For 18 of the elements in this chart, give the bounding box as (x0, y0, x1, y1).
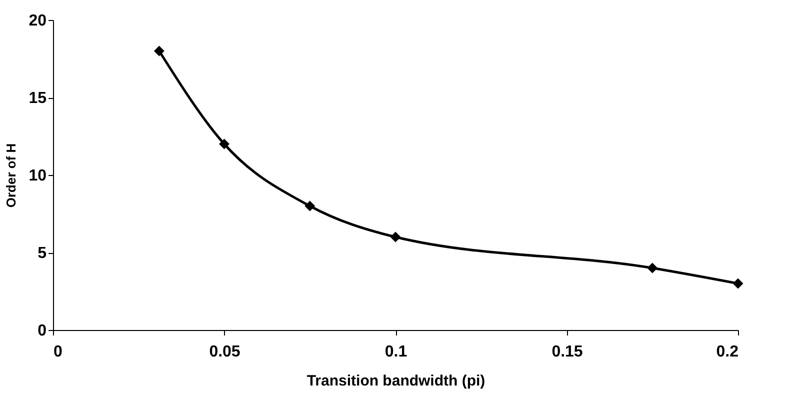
point (732, 278, 744, 289)
y-axis-title: Order of H (4, 143, 19, 208)
x-tick-label: 0 (54, 344, 62, 360)
x-tick-label: 0.2 (716, 344, 739, 360)
point (304, 200, 316, 212)
x-tick-label: 0.05 (209, 344, 240, 360)
y-tick-label: 10 (28, 168, 47, 184)
point (154, 46, 164, 56)
point (390, 232, 401, 242)
y-tick-label: 0 (38, 322, 47, 340)
x-tick-label: 0.1 (384, 344, 408, 360)
y-tick-label: 5 (38, 245, 47, 262)
point (647, 262, 658, 274)
y-tick-label: 15 (28, 90, 47, 107)
y-tick-label: 20 (28, 12, 47, 30)
x-axis-title: Transition bandwidth (pi) (306, 372, 486, 390)
x-tick-label: 0.15 (552, 344, 583, 360)
point (219, 138, 230, 150)
